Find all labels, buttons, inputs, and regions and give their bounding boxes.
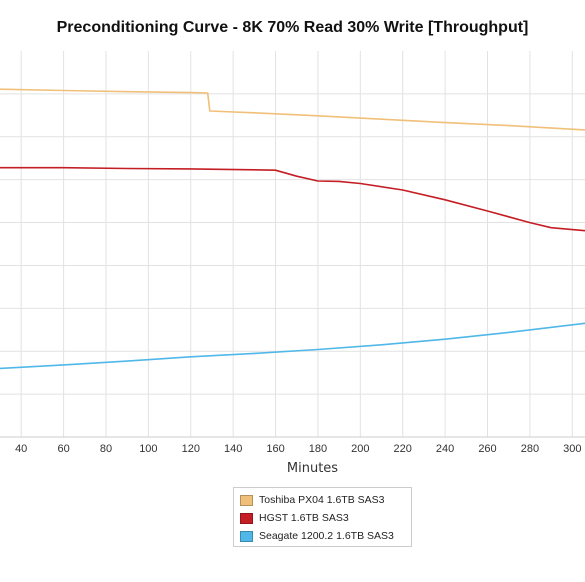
legend-item-toshiba[interactable]: Toshiba PX04 1.6TB SAS3: [240, 491, 405, 509]
x-tick-label: 80: [100, 443, 112, 455]
chart-legend: Toshiba PX04 1.6TB SAS3 HGST 1.6TB SAS3 …: [233, 487, 412, 547]
series-line-2: [0, 322, 585, 370]
x-tick-label: 120: [182, 443, 200, 455]
legend-label: Toshiba PX04 1.6TB SAS3: [259, 494, 385, 506]
legend-label: Seagate 1200.2 1.6TB SAS3: [259, 530, 394, 542]
series-line-0: [0, 88, 585, 131]
x-tick-label: 40: [15, 443, 27, 455]
gridlines: [0, 51, 585, 438]
x-tick-label: 100: [139, 443, 157, 455]
x-axis-title: Minutes: [287, 461, 338, 476]
x-tick-label: 200: [351, 443, 369, 455]
legend-item-seagate[interactable]: Seagate 1200.2 1.6TB SAS3: [240, 527, 405, 545]
x-tick-label: 260: [478, 443, 496, 455]
x-tick-label: 60: [57, 443, 69, 455]
x-tick-label: 300: [563, 443, 581, 455]
legend-swatch: [240, 512, 253, 524]
x-tick-label: 160: [266, 443, 284, 455]
x-tick-label: 280: [521, 443, 539, 455]
x-tick-label: 180: [309, 443, 327, 455]
legend-swatch: [240, 530, 253, 542]
legend-label: HGST 1.6TB SAS3: [259, 512, 349, 524]
x-tick-label: 220: [394, 443, 412, 455]
chart-title: Preconditioning Curve - 8K 70% Read 30% …: [56, 19, 529, 36]
x-tick-label: 240: [436, 443, 454, 455]
legend-item-hgst[interactable]: HGST 1.6TB SAS3: [240, 509, 405, 527]
series-lines: [0, 88, 585, 370]
legend-swatch: [240, 494, 253, 506]
series-line-1: [0, 166, 585, 232]
x-axis-ticks: 40 60 80 100 120 140 160 180 200 220 240 260 280 300: [15, 443, 581, 455]
x-tick-label: 140: [224, 443, 242, 455]
